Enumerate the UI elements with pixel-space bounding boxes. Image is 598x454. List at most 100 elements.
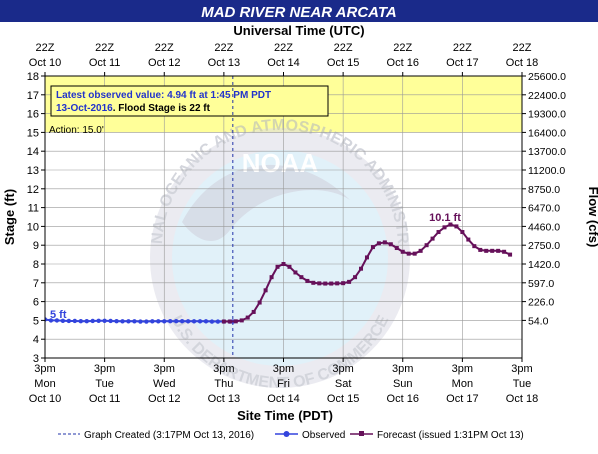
observed-point — [179, 318, 185, 324]
forecast-point — [299, 275, 304, 280]
y-tick-label: 12 — [27, 184, 39, 196]
observed-point — [191, 319, 197, 324]
forecast-point — [233, 319, 238, 324]
y-tick-label: 5 — [33, 315, 39, 327]
top-tick-label: 22Z — [274, 42, 293, 54]
top-tick-label: 22Z — [453, 42, 472, 54]
forecast-point — [424, 243, 429, 248]
forecast-point — [382, 240, 387, 245]
forecast-point — [359, 266, 364, 271]
plot-frame — [44, 75, 523, 359]
x-tick-label: Fri — [277, 378, 290, 390]
forecast-point — [394, 246, 399, 251]
x-tick-label: Thu — [214, 378, 233, 390]
x-tick-label: Oct 11 — [89, 393, 121, 405]
observed-point — [209, 319, 215, 324]
forecast-point — [275, 264, 280, 269]
legend-observed-marker — [283, 431, 290, 437]
forecast-point — [502, 249, 507, 254]
forecast-point — [412, 251, 417, 256]
y-tick-label: 8 — [33, 259, 39, 271]
top-tick-label: Oct 17 — [446, 57, 478, 69]
x-axis-title: Site Time (PDT) — [237, 408, 333, 423]
observed-point — [60, 318, 66, 323]
observed-point — [173, 318, 179, 324]
forecast-point — [263, 288, 268, 293]
x-tick-label: 3pm — [273, 363, 294, 375]
flow-tick-label: 13700.0 — [528, 146, 566, 158]
flow-tick-label: 1420.0 — [528, 259, 560, 271]
flow-tick-label: 11200.0 — [528, 165, 565, 177]
y-tick-label: 13 — [27, 165, 39, 177]
observed-point — [48, 318, 54, 323]
observed-point — [168, 318, 173, 324]
y-tick-label: 9 — [33, 240, 39, 252]
x-tick-label: Oct 16 — [387, 393, 419, 405]
flood-stage-text: . Flood Stage is 22 ft — [113, 103, 211, 114]
top-tick-label: 22Z — [214, 42, 233, 54]
forecast-point — [436, 230, 441, 235]
x-tick-label: Oct 14 — [267, 393, 299, 405]
forecast-point — [484, 248, 489, 253]
forecast-point — [466, 237, 471, 242]
forecast-point — [496, 248, 501, 253]
forecast-point — [281, 262, 286, 266]
forecast-point — [508, 252, 513, 257]
legend-graph-created: Graph Created (3:17PM Oct 13, 2016) — [84, 430, 254, 441]
y-axis-title: Stage (ft) — [2, 189, 17, 245]
y-tick-label: 15 — [27, 127, 39, 139]
observed-point — [185, 319, 191, 324]
forecast-point — [388, 242, 393, 247]
forecast-point — [245, 315, 250, 320]
observed-point — [45, 317, 48, 322]
forecast-point — [287, 264, 292, 269]
forecast-point — [376, 241, 381, 246]
observed-point — [120, 319, 125, 324]
flow-tick-label: 597.0 — [528, 278, 554, 290]
top-tick-label: Oct 11 — [89, 57, 121, 69]
top-tick-label: Oct 10 — [29, 57, 61, 69]
flow-tick-label: 4460.0 — [528, 221, 560, 233]
forecast-point — [370, 245, 375, 250]
top-tick-label: 22Z — [36, 42, 55, 54]
x-tick-label: 3pm — [34, 363, 55, 375]
forecast-point — [269, 275, 274, 280]
left-axis: 3 4 5 6 7 8 9 10 11 12 13 14 15 16 17 18 — [27, 71, 45, 365]
observed-point — [150, 319, 155, 324]
forecast-point — [347, 279, 352, 284]
top-tick-label: 22Z — [95, 42, 114, 54]
flow-tick-label: 2750.0 — [528, 240, 560, 252]
observed-point — [197, 319, 203, 324]
x-tick-label: 3pm — [332, 363, 353, 375]
x-tick-label: Wed — [153, 378, 175, 390]
x-tick-label: Oct 13 — [208, 393, 240, 405]
latest-observation-box: Latest observed value: 4.94 ft at 1:45 P… — [50, 85, 329, 117]
forecast-point — [323, 281, 328, 286]
top-tick-label: Oct 13 — [208, 57, 240, 69]
top-axis-title: Universal Time (UTC) — [233, 23, 364, 38]
observed-point — [102, 318, 107, 323]
title-bar — [0, 0, 598, 22]
observed-point — [108, 318, 113, 324]
action-stage-label: Action: 15.0' — [49, 125, 104, 136]
latest-observation-frame — [50, 85, 329, 117]
top-tick-label: Oct 16 — [387, 57, 419, 69]
observed-point — [203, 319, 209, 324]
observed-point — [132, 319, 137, 324]
forecast-point — [239, 318, 244, 323]
observed-point — [162, 319, 167, 324]
forecast-point — [400, 249, 405, 254]
top-tick-label: 22Z — [334, 42, 353, 54]
forecast-point — [490, 248, 495, 253]
top-tick-label: Oct 14 — [267, 57, 299, 69]
bottom-axis: 3pm Mon Oct 10 3pm Tue Oct 11 3pm Wed Oct 12 3pm T… — [29, 358, 538, 405]
observed-point — [144, 319, 149, 324]
forecast-point — [364, 255, 369, 260]
x-tick-label: Tue — [513, 378, 532, 390]
flow-tick-label: 54.0 — [528, 315, 549, 327]
flow-tick-label: 19300.0 — [528, 109, 566, 121]
top-axis: 22Z Oct 10 22Z Oct 11 22Z Oct 12 22Z Oct 13 22Z O… — [29, 42, 538, 76]
y-tick-label: 7 — [33, 278, 39, 290]
